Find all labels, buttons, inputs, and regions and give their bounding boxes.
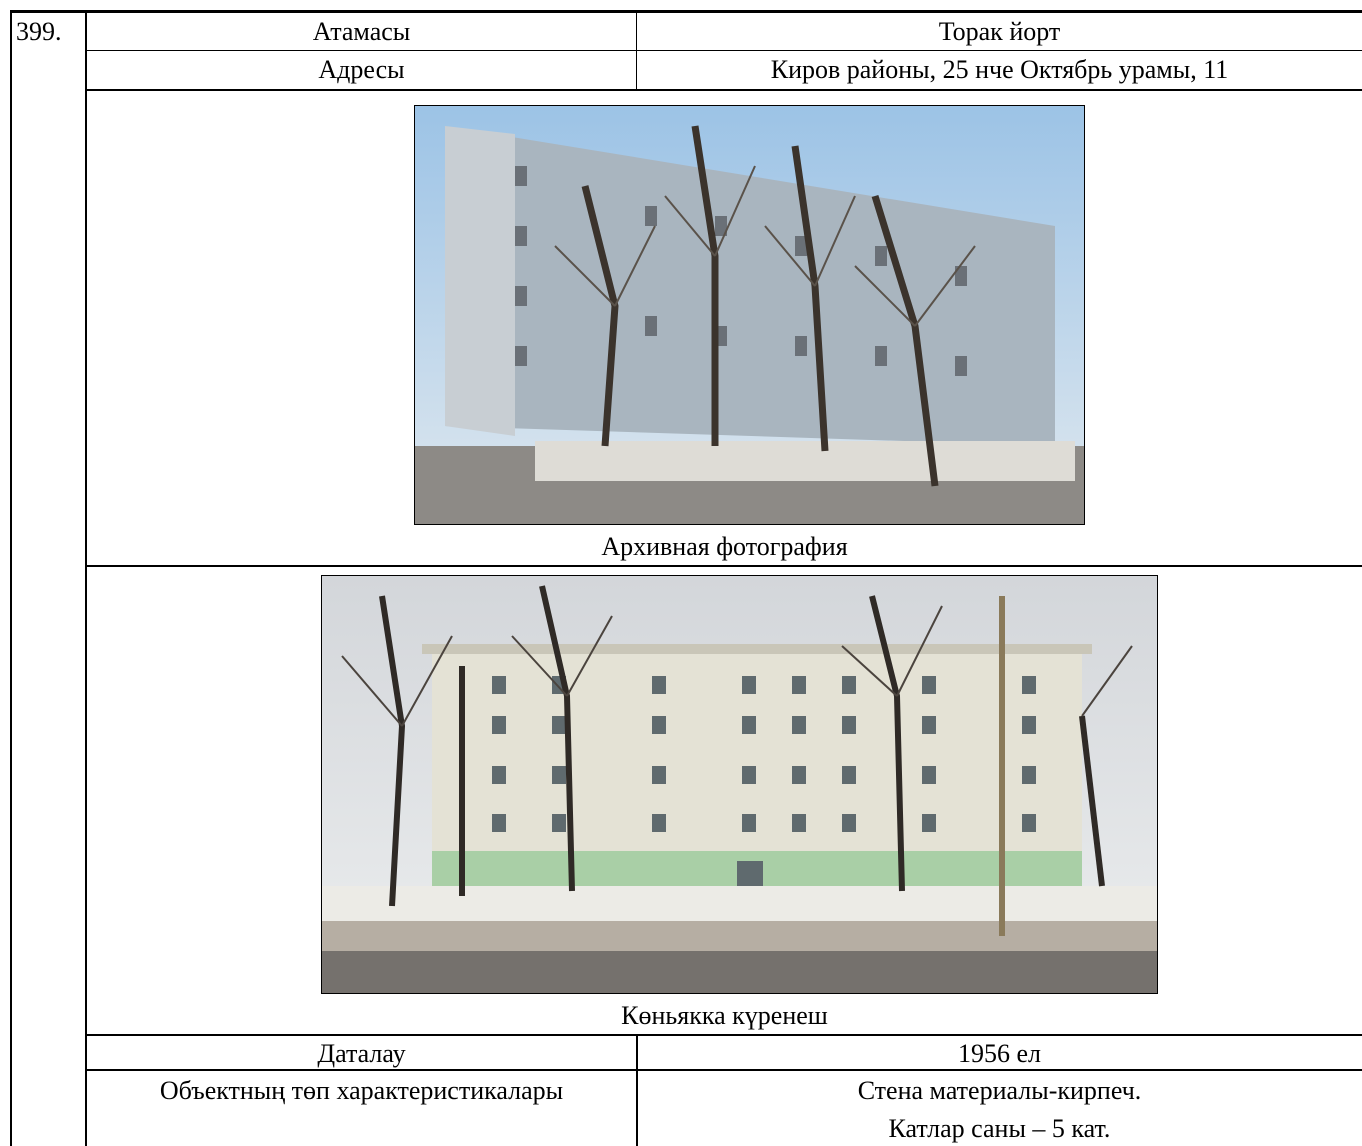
row-line bbox=[85, 1034, 1362, 1036]
label: Атамасы bbox=[312, 17, 411, 46]
archive-photo bbox=[414, 105, 1085, 525]
column-line bbox=[85, 10, 87, 1146]
label: Даталау bbox=[317, 1039, 406, 1068]
value: Киров районы, 25 нче Октябрь урамы, 11 bbox=[770, 55, 1229, 84]
value: 1956 ел bbox=[957, 1039, 1041, 1068]
photo-caption: Көньякка күренеш bbox=[621, 1001, 828, 1030]
border-top bbox=[10, 10, 1362, 13]
border-left bbox=[10, 10, 12, 1146]
label: Объектның төп характеристикалары bbox=[159, 1076, 564, 1105]
entry-number: 399. bbox=[16, 17, 62, 46]
row-line bbox=[85, 565, 1362, 567]
row-line bbox=[85, 1069, 1362, 1071]
column-line bbox=[636, 1035, 638, 1146]
column-line bbox=[636, 10, 637, 90]
current-photo bbox=[321, 575, 1158, 994]
photo-caption: Архивная фотография bbox=[601, 532, 848, 561]
row-line bbox=[85, 50, 1362, 51]
value-line: Катлар саны – 5 кат. bbox=[888, 1114, 1111, 1143]
row-line bbox=[85, 89, 1362, 91]
value-line: Стена материалы-кирпеч. bbox=[857, 1076, 1142, 1105]
label: Адресы bbox=[318, 55, 405, 84]
value: Торак йорт bbox=[938, 17, 1061, 46]
